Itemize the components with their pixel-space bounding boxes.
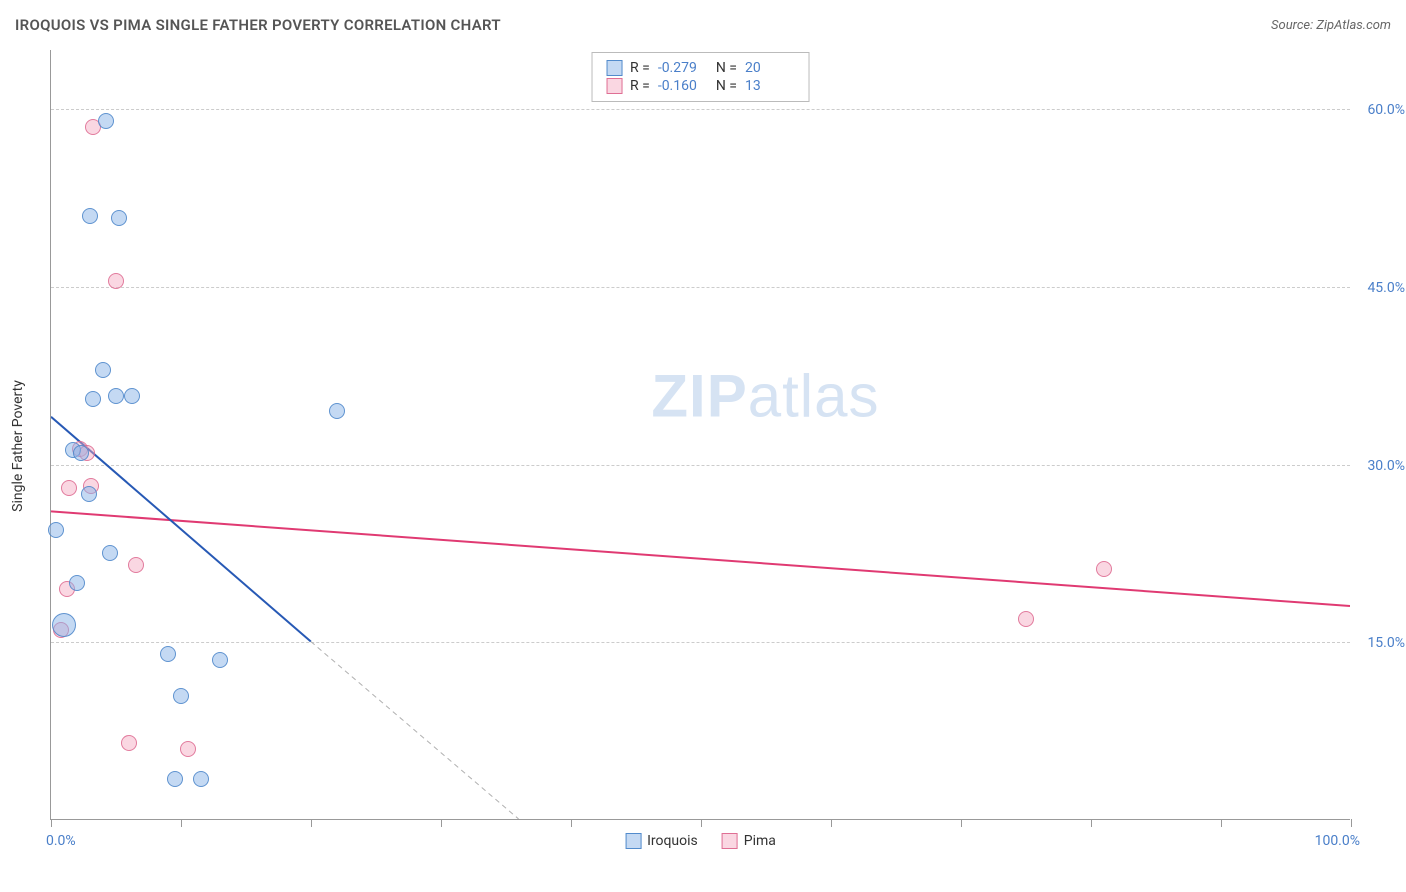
data-point-iroquois: [124, 388, 140, 404]
legend-item-pima: Pima: [722, 833, 776, 849]
x-tick: [961, 819, 962, 827]
r-value-iroquois: -0.279: [658, 60, 708, 76]
swatch-pima-icon: [606, 78, 622, 94]
r-label: R =: [630, 78, 650, 94]
x-tick: [701, 819, 702, 827]
swatch-iroquois-icon: [606, 60, 622, 76]
data-point-iroquois: [52, 613, 76, 637]
x-tick: [311, 819, 312, 827]
chart-title: IROQUOIS VS PIMA SINGLE FATHER POVERTY C…: [15, 16, 501, 34]
data-point-iroquois: [193, 771, 209, 787]
data-point-iroquois: [111, 210, 127, 226]
data-point-pima: [121, 735, 137, 751]
data-point-pima: [1018, 611, 1034, 627]
watermark-atlas: atlas: [748, 363, 880, 430]
data-point-iroquois: [329, 403, 345, 419]
data-point-iroquois: [85, 391, 101, 407]
gridline: 60.0%: [51, 109, 1350, 110]
data-point-iroquois: [108, 388, 124, 404]
data-point-iroquois: [212, 652, 228, 668]
y-tick-label: 45.0%: [1367, 280, 1405, 296]
plot-area: ZIPatlas 15.0% 30.0% 45.0% 60.0% R = -0.279…: [50, 50, 1350, 820]
x-tick: [1351, 819, 1352, 827]
data-point-iroquois: [73, 445, 89, 461]
data-point-iroquois: [82, 208, 98, 224]
data-point-iroquois: [69, 575, 85, 591]
data-point-iroquois: [102, 545, 118, 561]
data-point-pima: [61, 480, 77, 496]
x-tick: [441, 819, 442, 827]
x-tick: [571, 819, 572, 827]
stats-row-pima: R = -0.160 N = 13: [606, 77, 795, 95]
x-tick: [1091, 819, 1092, 827]
trend-line: [51, 511, 1350, 606]
data-point-iroquois: [81, 486, 97, 502]
series-legend: Iroquois Pima: [625, 833, 776, 849]
data-point-iroquois: [95, 362, 111, 378]
trend-lines: [51, 50, 1350, 819]
data-point-iroquois: [167, 771, 183, 787]
n-label: N =: [716, 78, 737, 94]
legend-label-iroquois: Iroquois: [647, 833, 698, 849]
x-tick: [51, 819, 52, 827]
x-tick: [831, 819, 832, 827]
gridline: 45.0%: [51, 287, 1350, 288]
x-tick: [1221, 819, 1222, 827]
data-point-pima: [108, 273, 124, 289]
data-point-pima: [1096, 561, 1112, 577]
x-axis-max-label: 100.0%: [1315, 833, 1360, 849]
gridline: 30.0%: [51, 465, 1350, 466]
source-label: Source: ZipAtlas.com: [1271, 18, 1391, 33]
data-point-pima: [180, 741, 196, 757]
y-axis-title: Single Father Poverty: [10, 380, 26, 512]
legend-item-iroquois: Iroquois: [625, 833, 698, 849]
r-label: R =: [630, 60, 650, 76]
n-value-iroquois: 20: [745, 60, 795, 76]
n-label: N =: [716, 60, 737, 76]
x-axis-min-label: 0.0%: [46, 833, 76, 849]
data-point-iroquois: [173, 688, 189, 704]
swatch-iroquois-icon: [625, 833, 641, 849]
watermark-zip: ZIP: [651, 363, 747, 430]
watermark: ZIPatlas: [651, 362, 879, 431]
data-point-iroquois: [160, 646, 176, 662]
stats-row-iroquois: R = -0.279 N = 20: [606, 59, 795, 77]
chart-container: IROQUOIS VS PIMA SINGLE FATHER POVERTY C…: [0, 0, 1406, 892]
gridline: 15.0%: [51, 642, 1350, 643]
y-tick-label: 15.0%: [1367, 635, 1405, 651]
data-point-iroquois: [48, 522, 64, 538]
swatch-pima-icon: [722, 833, 738, 849]
data-point-pima: [128, 557, 144, 573]
y-tick-label: 30.0%: [1367, 458, 1405, 474]
data-point-iroquois: [98, 113, 114, 129]
legend-label-pima: Pima: [744, 833, 776, 849]
x-tick: [181, 819, 182, 827]
stats-legend: R = -0.279 N = 20 R = -0.160 N = 13: [591, 52, 810, 102]
trend-line: [311, 642, 519, 819]
y-tick-label: 60.0%: [1367, 102, 1405, 118]
r-value-pima: -0.160: [658, 78, 708, 94]
n-value-pima: 13: [745, 78, 795, 94]
header: IROQUOIS VS PIMA SINGLE FATHER POVERTY C…: [15, 10, 1391, 40]
